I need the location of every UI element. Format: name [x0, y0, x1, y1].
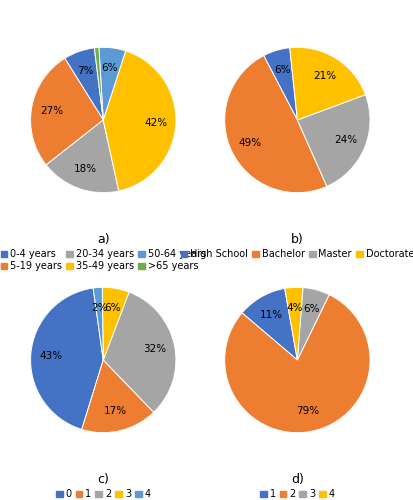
Text: 4%: 4% — [287, 302, 303, 312]
Wedge shape — [95, 48, 103, 120]
Text: 42%: 42% — [144, 118, 167, 128]
Wedge shape — [31, 58, 103, 165]
Wedge shape — [263, 48, 297, 120]
Text: 17%: 17% — [104, 406, 127, 416]
Wedge shape — [82, 360, 154, 432]
Text: 24%: 24% — [334, 136, 357, 145]
Legend: 0, 1, 2, 3, 4: 0, 1, 2, 3, 4 — [55, 488, 152, 500]
Text: 2%: 2% — [91, 303, 107, 313]
Text: 27%: 27% — [40, 106, 63, 116]
Text: 21%: 21% — [313, 70, 337, 81]
Text: d): d) — [291, 472, 304, 486]
Wedge shape — [99, 48, 126, 120]
Text: 6%: 6% — [102, 63, 118, 73]
Wedge shape — [285, 288, 303, 360]
Wedge shape — [103, 292, 176, 412]
Wedge shape — [297, 288, 329, 360]
Wedge shape — [31, 288, 103, 430]
Legend: 0-4 years, 5-19 years, 20-34 years, 35-49 years, 50-64 years, >65 years: 0-4 years, 5-19 years, 20-34 years, 35-4… — [0, 248, 207, 272]
Text: 79%: 79% — [297, 406, 320, 416]
Wedge shape — [46, 120, 119, 192]
Text: 18%: 18% — [74, 164, 97, 174]
Wedge shape — [290, 48, 366, 120]
Wedge shape — [225, 294, 370, 432]
Text: 11%: 11% — [260, 310, 283, 320]
Text: 6%: 6% — [104, 304, 121, 314]
Text: 6%: 6% — [274, 65, 290, 75]
Text: 7%: 7% — [78, 66, 94, 76]
Text: 49%: 49% — [239, 138, 262, 148]
Text: 43%: 43% — [40, 351, 63, 361]
Wedge shape — [242, 288, 297, 360]
Legend: High School, Bachelor, Master, Doctorate: High School, Bachelor, Master, Doctorate — [180, 248, 413, 260]
Wedge shape — [103, 51, 176, 191]
Wedge shape — [225, 56, 327, 192]
Text: c): c) — [97, 472, 109, 486]
Wedge shape — [93, 288, 103, 360]
Text: a): a) — [97, 232, 109, 245]
Text: 32%: 32% — [143, 344, 166, 354]
Text: 6%: 6% — [303, 304, 319, 314]
Wedge shape — [297, 94, 370, 186]
Legend: 1, 2, 3, 4: 1, 2, 3, 4 — [259, 488, 336, 500]
Wedge shape — [65, 48, 103, 120]
Wedge shape — [102, 288, 129, 360]
Text: b): b) — [291, 232, 304, 245]
